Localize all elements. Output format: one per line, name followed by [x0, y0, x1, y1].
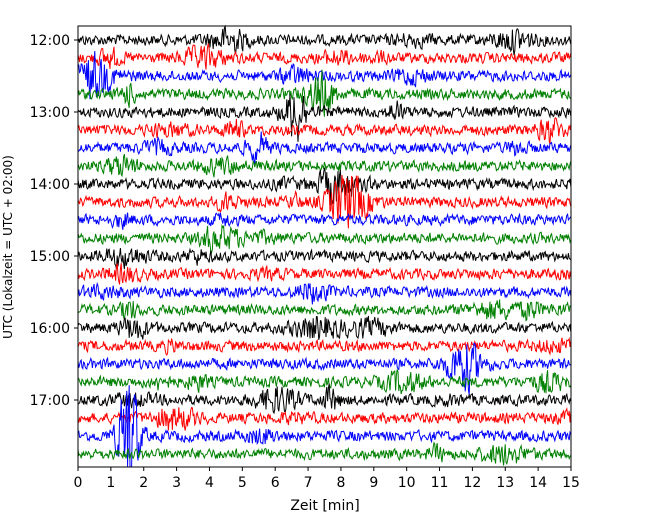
trace-line: [77, 299, 572, 322]
trace-line: [77, 43, 572, 70]
trace-line: [77, 315, 572, 340]
trace-line: [77, 369, 572, 395]
x-tick-label: 8: [336, 475, 345, 491]
x-axis-label: Zeit [min]: [290, 498, 359, 514]
x-tick-label: 3: [172, 475, 181, 491]
trace-group: [77, 24, 572, 468]
x-tick-label: 14: [529, 475, 547, 491]
x-tick-label: 5: [238, 475, 247, 491]
x-tick-label: 9: [369, 475, 378, 491]
trace-line: [77, 24, 572, 56]
x-tick-label: 15: [562, 475, 580, 491]
y-tick-label: 12:00: [30, 33, 70, 49]
x-tick-label: 10: [398, 475, 416, 491]
y-tick-label: 13:00: [30, 105, 70, 121]
trace-line: [77, 117, 572, 145]
y-tick-label: 15:00: [30, 249, 70, 265]
trace-line: [77, 383, 572, 415]
trace-line: [77, 342, 572, 395]
x-tick-label: 11: [431, 475, 449, 491]
trace-line: [77, 336, 572, 357]
trace-line: [77, 131, 572, 165]
trace-line: [77, 94, 572, 142]
trace-line: [77, 385, 572, 468]
y-axis: 12:00 13:00 14:00 15:00 16:00 17:00: [30, 33, 78, 409]
trace-line: [77, 50, 572, 100]
trace-line: [77, 406, 572, 431]
trace-line: [77, 281, 572, 305]
x-tick-label: 12: [463, 475, 481, 491]
trace-line: [77, 223, 572, 254]
x-tick-label: 1: [106, 475, 115, 491]
trace-line: [77, 69, 572, 117]
y-axis-label: UTC (Lokalzeit = UTC + 02:00): [1, 155, 15, 339]
x-tick-label: 0: [74, 475, 83, 491]
x-tick-label: 7: [304, 475, 313, 491]
trace-line: [77, 153, 572, 178]
trace-line: [77, 441, 572, 466]
y-tick-label: 16:00: [30, 321, 70, 337]
trace-line: [77, 247, 572, 270]
x-tick-label: 4: [205, 475, 214, 491]
trace-line: [77, 263, 572, 285]
trace-line: [77, 167, 572, 206]
x-tick-label: 6: [271, 475, 280, 491]
trace-line: [77, 212, 572, 230]
y-tick-label: 17:00: [30, 393, 70, 409]
x-axis: 0 1 2 3 4 5 6 7 8 9 10 11 12 13 14 15: [74, 467, 580, 491]
y-tick-label: 14:00: [30, 177, 70, 193]
plot-frame: [77, 25, 572, 468]
x-tick-label: 2: [139, 475, 148, 491]
trace-line: [77, 175, 572, 229]
x-tick-label: 13: [496, 475, 514, 491]
